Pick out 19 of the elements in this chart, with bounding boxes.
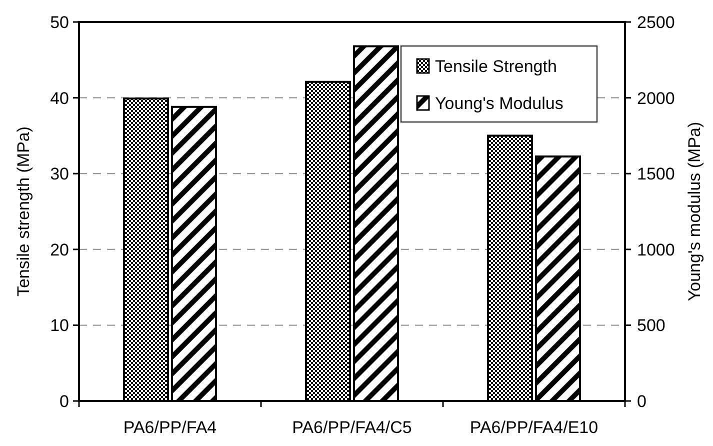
- y-tick-label: 50: [50, 12, 69, 32]
- y2-tick-label: 2500: [637, 12, 675, 32]
- y-tick-label: 10: [50, 316, 69, 336]
- y2-tick-label: 0: [637, 392, 646, 411]
- y-tick-label: 30: [50, 164, 69, 184]
- x-tick-label: PA6/PP/FA4/E10: [470, 418, 598, 437]
- y2-tick-label: 2000: [637, 88, 675, 108]
- y-axis-title: Tensile strength (MPa): [14, 126, 33, 297]
- y-tick-label: 40: [50, 88, 69, 108]
- y2-tick-label: 500: [637, 316, 666, 336]
- y-tick-label: 0: [60, 392, 69, 411]
- y2-tick-label: 1500: [637, 164, 675, 184]
- y2-tick-label: 1000: [637, 240, 675, 260]
- x-tick-label: PA6/PP/FA4: [123, 418, 217, 437]
- y2-axis-title: Young's modulus (MPa): [685, 122, 704, 302]
- y-tick-label: 20: [50, 240, 69, 260]
- legend-label: Young's Modulus: [435, 94, 564, 113]
- legend-label: Tensile Strength: [435, 56, 557, 76]
- x-tick-label: PA6/PP/FA4/C5: [292, 418, 412, 437]
